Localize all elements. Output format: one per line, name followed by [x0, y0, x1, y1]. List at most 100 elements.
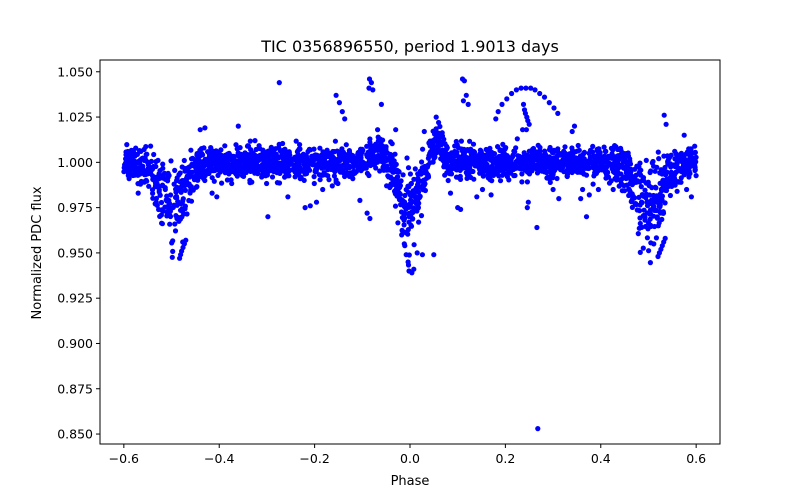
data-point	[650, 158, 656, 165]
data-point	[135, 190, 141, 196]
data-point	[614, 174, 620, 180]
data-point	[159, 220, 165, 226]
data-point	[640, 177, 646, 183]
data-point	[433, 114, 439, 120]
data-point	[468, 158, 474, 164]
data-point	[269, 174, 276, 180]
data-point	[418, 213, 425, 219]
data-point	[655, 149, 661, 155]
data-point	[503, 145, 509, 151]
data-point	[257, 145, 263, 152]
data-point	[302, 205, 308, 211]
data-point	[190, 187, 196, 193]
data-point	[526, 171, 533, 177]
data-point	[426, 140, 432, 146]
data-point	[389, 161, 395, 167]
data-point	[367, 136, 373, 142]
data-point	[656, 220, 662, 226]
data-point	[219, 180, 225, 186]
data-point	[560, 159, 566, 165]
data-point	[336, 100, 342, 106]
data-point	[647, 211, 653, 217]
data-point	[176, 172, 182, 178]
data-point	[271, 153, 277, 160]
data-point	[432, 137, 438, 143]
data-point	[487, 145, 493, 151]
data-point	[221, 165, 227, 171]
data-point	[333, 92, 339, 98]
data-point	[586, 192, 592, 198]
data-point	[684, 186, 690, 193]
data-point	[435, 148, 441, 154]
data-point	[242, 150, 248, 156]
data-point	[197, 174, 203, 180]
data-point	[421, 187, 427, 193]
data-point	[235, 123, 241, 129]
data-point	[513, 145, 519, 151]
data-point	[367, 215, 373, 222]
data-point	[672, 156, 678, 162]
data-point	[421, 177, 427, 183]
data-point	[519, 179, 525, 185]
data-point	[664, 153, 671, 159]
data-point	[194, 152, 200, 158]
data-point	[306, 146, 312, 152]
data-point	[146, 183, 152, 189]
data-point	[528, 85, 534, 91]
data-point	[307, 167, 313, 173]
data-point	[547, 144, 553, 151]
data-point	[401, 241, 407, 247]
data-point	[156, 206, 162, 213]
data-point	[533, 165, 539, 171]
data-point	[151, 151, 157, 158]
data-point	[439, 150, 445, 156]
data-point	[686, 149, 692, 155]
data-point	[546, 100, 552, 106]
data-point	[160, 165, 166, 171]
data-point	[346, 148, 352, 154]
data-point	[545, 157, 551, 164]
data-point	[394, 174, 401, 180]
data-point	[184, 211, 190, 217]
data-point	[591, 166, 598, 172]
y-axis: 0.850 0.875 0.900 0.925 0.950 0.975 1.000 1.025…	[57, 64, 100, 442]
data-point	[457, 173, 463, 179]
data-point	[320, 186, 326, 193]
data-point	[181, 157, 187, 164]
data-point	[500, 156, 506, 163]
data-point	[366, 85, 372, 91]
data-point	[434, 130, 440, 136]
data-point	[387, 184, 393, 191]
data-point	[441, 154, 448, 160]
data-point	[459, 146, 465, 152]
data-point	[366, 161, 372, 167]
data-point	[472, 162, 478, 168]
data-point	[532, 87, 538, 93]
data-point	[158, 212, 164, 218]
chart-title: TIC 0356896550, period 1.9013 days	[260, 37, 559, 56]
data-point	[686, 162, 692, 168]
data-point	[259, 174, 265, 180]
data-point	[166, 197, 172, 203]
data-point	[403, 252, 409, 258]
data-point	[569, 128, 575, 135]
data-point	[693, 173, 699, 179]
data-point	[633, 172, 639, 178]
data-point	[411, 242, 417, 248]
data-point	[297, 176, 303, 182]
data-point	[247, 177, 253, 183]
data-point	[491, 151, 498, 157]
data-point	[283, 162, 289, 168]
data-point	[441, 164, 447, 170]
data-point	[662, 235, 668, 241]
data-point	[652, 168, 658, 174]
data-point	[331, 173, 337, 179]
data-point	[657, 191, 663, 197]
y-tick-label: 0.975	[57, 200, 93, 215]
data-point	[134, 151, 140, 157]
data-point	[168, 192, 174, 198]
data-point	[505, 170, 511, 176]
data-point	[179, 178, 185, 184]
data-point	[284, 173, 290, 179]
data-point	[300, 167, 306, 173]
